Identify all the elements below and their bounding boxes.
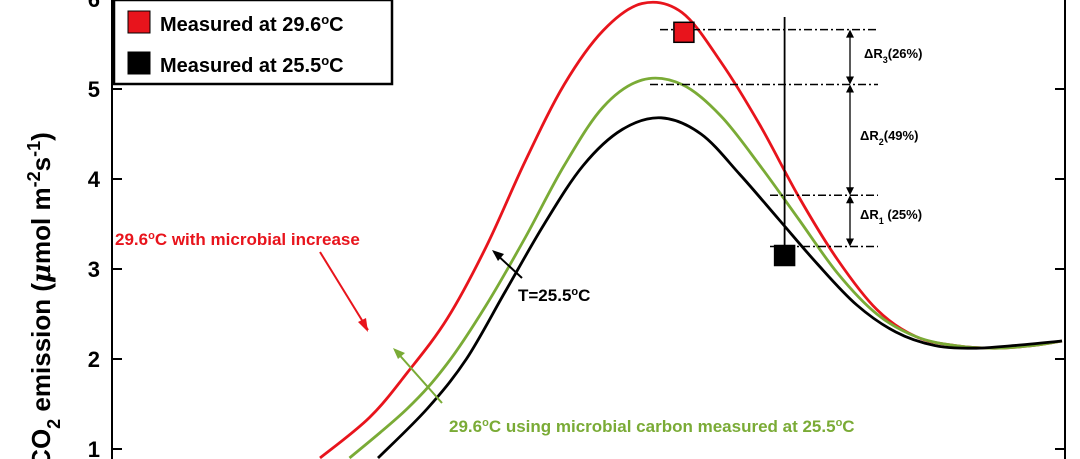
y-tick-label: 4 [88, 167, 101, 192]
delta-arrowhead-top [846, 29, 854, 38]
legend-swatch-black [127, 51, 151, 75]
green-curve [348, 76, 1063, 459]
markers [673, 21, 796, 267]
curves [319, 0, 1063, 459]
marker-measured-29-6 [673, 21, 695, 44]
y-tick-label: 6 [88, 0, 100, 12]
y-ticks: 1 2 3 4 5 6 [88, 0, 1065, 459]
delta-arrowhead-bottom [846, 238, 854, 247]
annotation-black: T=25.5oC [518, 286, 590, 305]
legend: Measured at 29.6oC Measured at 25.5oC [112, 0, 394, 86]
annotation-green-arrowhead [393, 348, 405, 359]
delta-label-r2: ΔR2(49%) [860, 128, 918, 147]
annotation-green-arrow [394, 349, 443, 404]
annotation-green: 29.6oC using microbial carbon measured a… [449, 417, 855, 436]
marker-measured-25-5 [773, 244, 796, 267]
delta-label-r1: ΔR1 (25%) [860, 207, 922, 226]
legend-box [112, 0, 394, 86]
y-axis-label: CO2 emission (μmol m-2s-1) [24, 132, 64, 459]
delta-arrowhead-bottom [846, 187, 854, 196]
delta-arrowhead-top [846, 195, 854, 204]
legend-swatch-red [127, 10, 151, 34]
annotation-red: 29.6oC with microbial increase [115, 230, 360, 249]
y-tick-label: 3 [88, 257, 100, 282]
annotation-red-arrowhead [358, 318, 368, 332]
axes [111, 0, 1066, 459]
y-tick-label: 2 [88, 347, 100, 372]
legend-label-black: Measured at 25.5oC [160, 53, 344, 78]
annotation-black-arrowhead [492, 250, 504, 261]
delta-arrowhead-bottom [846, 76, 854, 85]
delta-label-r3: ΔR3(26%) [864, 46, 922, 65]
annotation-red-arrow [319, 251, 369, 331]
delta-annotations [650, 17, 878, 256]
delta-arrowhead-top [846, 84, 854, 93]
y-tick-label: 5 [88, 77, 100, 102]
legend-label-red: Measured at 29.6oC [160, 12, 344, 37]
y-tick-label: 1 [88, 437, 100, 459]
black-curve [377, 116, 1063, 459]
